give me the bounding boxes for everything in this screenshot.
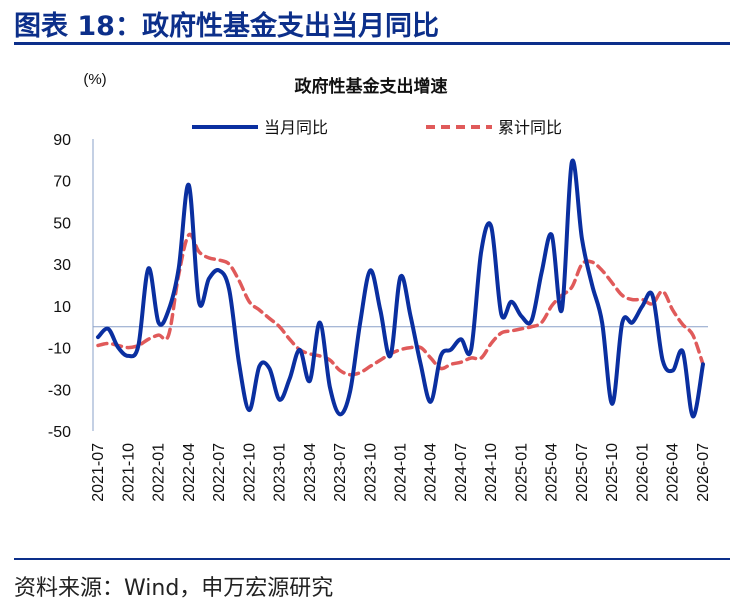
x-tick-label: 2024-04: [423, 443, 440, 502]
x-tick-label: 2023-01: [272, 443, 289, 502]
x-tick-label: 2026-01: [634, 443, 651, 502]
series-line-monthly: [96, 158, 705, 419]
y-tick-label: 30: [53, 257, 71, 274]
x-tick-label: 2022-07: [211, 443, 228, 502]
x-tick-label: 2025-07: [574, 443, 591, 502]
series-line-cumulative: [96, 232, 705, 377]
y-tick-label: 10: [53, 299, 71, 316]
x-tick-label: 2025-01: [513, 443, 530, 502]
x-tick-label: 2022-10: [241, 443, 258, 502]
x-tick-label: 2024-01: [393, 443, 410, 502]
x-tick-label: 2023-04: [302, 443, 319, 502]
x-tick-label: 2022-01: [151, 443, 168, 502]
title-rule: [14, 42, 730, 45]
source-rule: [14, 558, 730, 560]
chart-title: 政府性基金支出增速: [295, 76, 448, 97]
x-tick-label: 2021-07: [90, 443, 107, 502]
y-tick-label: 70: [53, 174, 71, 191]
y-tick-label: -10: [48, 341, 71, 358]
y-axis-unit: (%): [83, 71, 106, 88]
y-tick-label: -50: [48, 424, 71, 441]
source-note: 资料来源：Wind，申万宏源研究: [14, 576, 334, 601]
x-tick-label: 2026-07: [695, 443, 712, 502]
chart-series: [96, 158, 705, 419]
legend-label: 当月同比: [264, 118, 328, 137]
x-tick-label: 2025-04: [544, 443, 561, 502]
x-tick-label: 2024-10: [483, 443, 500, 502]
chart-labels: 90 70 50 30 10 -10 -30 -50 (%) 政府性基金支出增速 2021-07 20…: [48, 71, 712, 502]
x-tick-label: 2026-04: [665, 443, 682, 502]
x-tick-label: 2023-07: [332, 443, 349, 502]
x-tick-label: 2024-07: [453, 443, 470, 502]
x-tick-label: 2022-04: [181, 443, 198, 502]
legend-label: 累计同比: [498, 118, 562, 137]
figure-title: 图表 18：政府性基金支出当月同比: [14, 11, 439, 42]
y-tick-label: 90: [53, 132, 71, 149]
x-tick-label: 2021-10: [120, 443, 137, 502]
x-tick-label: 2023-10: [362, 443, 379, 502]
y-tick-label: 50: [53, 215, 71, 232]
chart-axes: [92, 139, 708, 431]
x-tick-label: 2025-10: [604, 443, 621, 502]
y-tick-label: -30: [48, 382, 71, 399]
